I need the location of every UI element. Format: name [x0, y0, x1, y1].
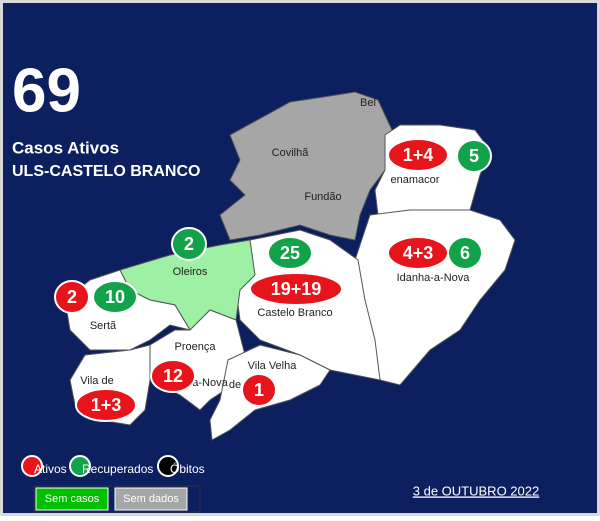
button-sem-casos[interactable] [35, 487, 109, 511]
legend-label: Ativos [34, 462, 67, 476]
badge-recuperados [92, 280, 138, 314]
badge-ativos [387, 138, 449, 172]
badge-recuperados [447, 236, 483, 270]
badge-recuperados [267, 236, 313, 270]
region-label: Proença [175, 341, 217, 353]
total-label: Casos Ativos [12, 138, 119, 157]
legend-label: Recuperados [82, 462, 153, 476]
region-label: Bel [360, 97, 376, 109]
badge-ativos [150, 359, 196, 393]
region-label: Vila Velha [248, 360, 298, 372]
badge-value: 6 [460, 243, 470, 263]
region-label: Idanha-a-Nova [397, 272, 471, 284]
badge-value: 1+4 [403, 145, 434, 165]
badge-value: 2 [67, 287, 77, 307]
button-box [33, 485, 201, 513]
button-label: Sem dados [123, 493, 179, 505]
region-label: de [229, 379, 241, 391]
button-sem-dados[interactable] [114, 487, 188, 511]
region-label: Oleiros [173, 266, 208, 278]
legend-label: Óbitos [170, 461, 205, 476]
badges: 1+4 4+3 19+19 2 12 1 1+3 5 6 25 2 10 [54, 138, 492, 422]
region-label: enamacor [391, 174, 440, 186]
badge-value: 12 [163, 366, 183, 386]
badge-ativos [241, 373, 277, 407]
region-label: Fundão [304, 191, 341, 203]
button-label: Sem casos [45, 493, 100, 505]
region-label: Castelo Branco [257, 307, 332, 319]
total-active: 69 [12, 56, 81, 125]
legend-marker [69, 455, 91, 477]
region-label: Sertã [90, 320, 117, 332]
badge-ativos [54, 280, 90, 314]
region-label: a-Nova [192, 377, 228, 389]
badge-value: 10 [105, 287, 125, 307]
legend-marker [157, 455, 179, 477]
date: 3 de OUTUBRO 2022 [413, 483, 539, 498]
legend-marker [21, 455, 43, 477]
region-labels: Bel Covilhã Fundão enamacor Idanha-a-Nova Ole… [80, 97, 470, 391]
legend: Ativos Recuperados Óbitos [21, 455, 205, 477]
badge-recuperados [171, 227, 207, 261]
badge-value: 19+19 [271, 279, 322, 299]
badge-ativos [75, 388, 137, 422]
badge-value: 1 [254, 380, 264, 400]
region-gray [219, 91, 393, 241]
region-title: ULS-CASTELO BRANCO [12, 163, 200, 180]
badge-value: 25 [280, 243, 300, 263]
badge-value: 1+3 [91, 395, 122, 415]
badge-value: 2 [184, 234, 194, 254]
badge-value: 4+3 [403, 243, 434, 263]
region-label: Covilhã [272, 147, 310, 159]
badge-value: 5 [469, 146, 479, 166]
region-label: Vila de [80, 375, 113, 387]
badge-ativos [249, 272, 343, 306]
badge-recuperados [456, 139, 492, 173]
